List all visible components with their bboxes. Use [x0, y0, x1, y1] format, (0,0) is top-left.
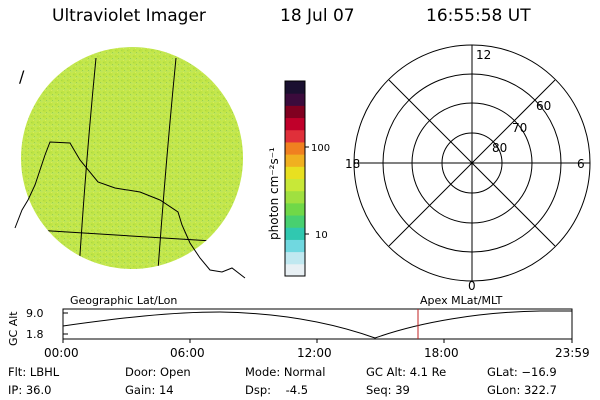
lat-label-80: 80 [492, 141, 507, 155]
mlt-label-12: 12 [476, 48, 491, 62]
coastline [44, 141, 246, 279]
glat-readout: GLat: −16.9 [487, 365, 557, 379]
colorbar-segment [285, 251, 305, 265]
colorbar-frame [284, 80, 306, 277]
colorbar-segment [285, 129, 305, 143]
door-readout: Door: Open [125, 365, 191, 379]
colorbar-segment [285, 190, 305, 204]
app-title: Ultraviolet Imager [52, 6, 206, 26]
colorbar-segment [285, 141, 305, 155]
coastline-west [14, 154, 46, 229]
image-marker: / [19, 67, 25, 86]
colorbar: 100 10 photon cm⁻²s⁻¹ [267, 80, 330, 277]
altitude-curve [62, 310, 572, 339]
colorbar-tick-label-100: 100 [311, 143, 330, 154]
meridian-line-1 [78, 57, 97, 269]
colorbar-segment [285, 166, 305, 179]
x-tick-label-18: 18:00 [424, 346, 459, 360]
colorbar-segment [285, 215, 305, 228]
colorbar-segment [285, 81, 305, 94]
x-tick-label-0: 00:00 [44, 346, 79, 360]
lat-label-60: 60 [536, 99, 551, 113]
colorbar-segment [285, 227, 305, 240]
glon-readout: GLon: 322.7 [487, 383, 557, 397]
orbit-right-title: Apex MLat/MLT [420, 294, 503, 307]
y-tick-label-9: 9.0 [26, 307, 44, 320]
orbit-ylabel: GC Alt [7, 311, 20, 346]
mode-readout: Mode: Normal [245, 365, 326, 379]
colorbar-segment [285, 202, 305, 216]
orbit-left-title: Geographic Lat/Lon [70, 294, 177, 307]
x-tick-label-24: 23:59 [555, 346, 590, 360]
colorbar-segment [285, 154, 305, 167]
gc-alt-readout: GC Alt: 4.1 Re [366, 365, 447, 379]
mlt-label-6: 6 [577, 157, 585, 171]
gain-readout: Gain: 14 [125, 383, 174, 397]
uv-image-panel: / [14, 47, 246, 279]
time-label: 16:55:58 UT [426, 6, 531, 26]
polar-diagonal-2 [388, 79, 556, 247]
meridian-line-2 [157, 57, 177, 269]
orbit-plot: Geographic Lat/Lon Apex MLat/MLT 9.0 1.8… [7, 294, 590, 360]
colorbar-segment [285, 239, 305, 253]
colorbar-segment [285, 178, 305, 192]
colorbar-segment [285, 263, 305, 277]
x-tick-label-12: 12:00 [297, 346, 332, 360]
colorbar-segment [285, 117, 305, 131]
ip-readout: IP: 36.0 [8, 383, 52, 397]
dsp-readout: Dsp: -4.5 [245, 383, 309, 397]
date-label: 18 Jul 07 [280, 6, 355, 26]
seq-readout: Seq: 39 [366, 383, 410, 397]
polar-grid [353, 44, 591, 282]
y-tick-label-1.8: 1.8 [26, 328, 44, 341]
x-tick-label-6: 06:00 [170, 346, 205, 360]
mlt-label-18: 18 [345, 157, 360, 171]
colorbar-segment [285, 93, 305, 106]
mlt-label-0: 0 [468, 279, 476, 293]
filter-readout: Flt: LBHL [8, 365, 60, 379]
colorbar-segment [285, 105, 305, 119]
polar-labels: 12 0 18 6 60 70 80 [345, 48, 585, 293]
uv-disk [21, 47, 243, 269]
lat-label-70: 70 [512, 121, 527, 135]
colorbar-unit-label: photon cm⁻²s⁻¹ [267, 147, 281, 240]
colorbar-tick-label-10: 10 [315, 230, 328, 241]
